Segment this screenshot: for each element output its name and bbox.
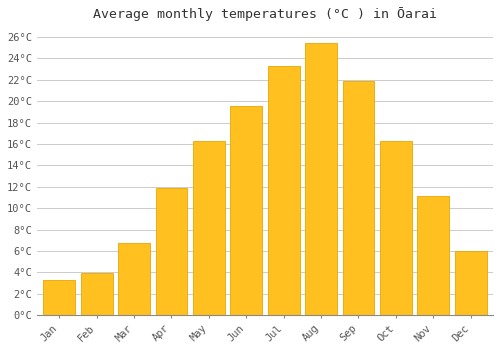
Bar: [342, 81, 374, 315]
Bar: [305, 43, 337, 315]
Title: Average monthly temperatures (°C ) in Ōarai: Average monthly temperatures (°C ) in Ōa…: [93, 7, 437, 21]
Bar: [118, 243, 150, 315]
Bar: [156, 188, 188, 315]
Bar: [454, 251, 486, 315]
Bar: [44, 280, 75, 315]
Bar: [80, 273, 112, 315]
Bar: [418, 196, 449, 315]
Bar: [268, 66, 300, 315]
Bar: [380, 141, 412, 315]
Bar: [230, 106, 262, 315]
Bar: [193, 141, 224, 315]
